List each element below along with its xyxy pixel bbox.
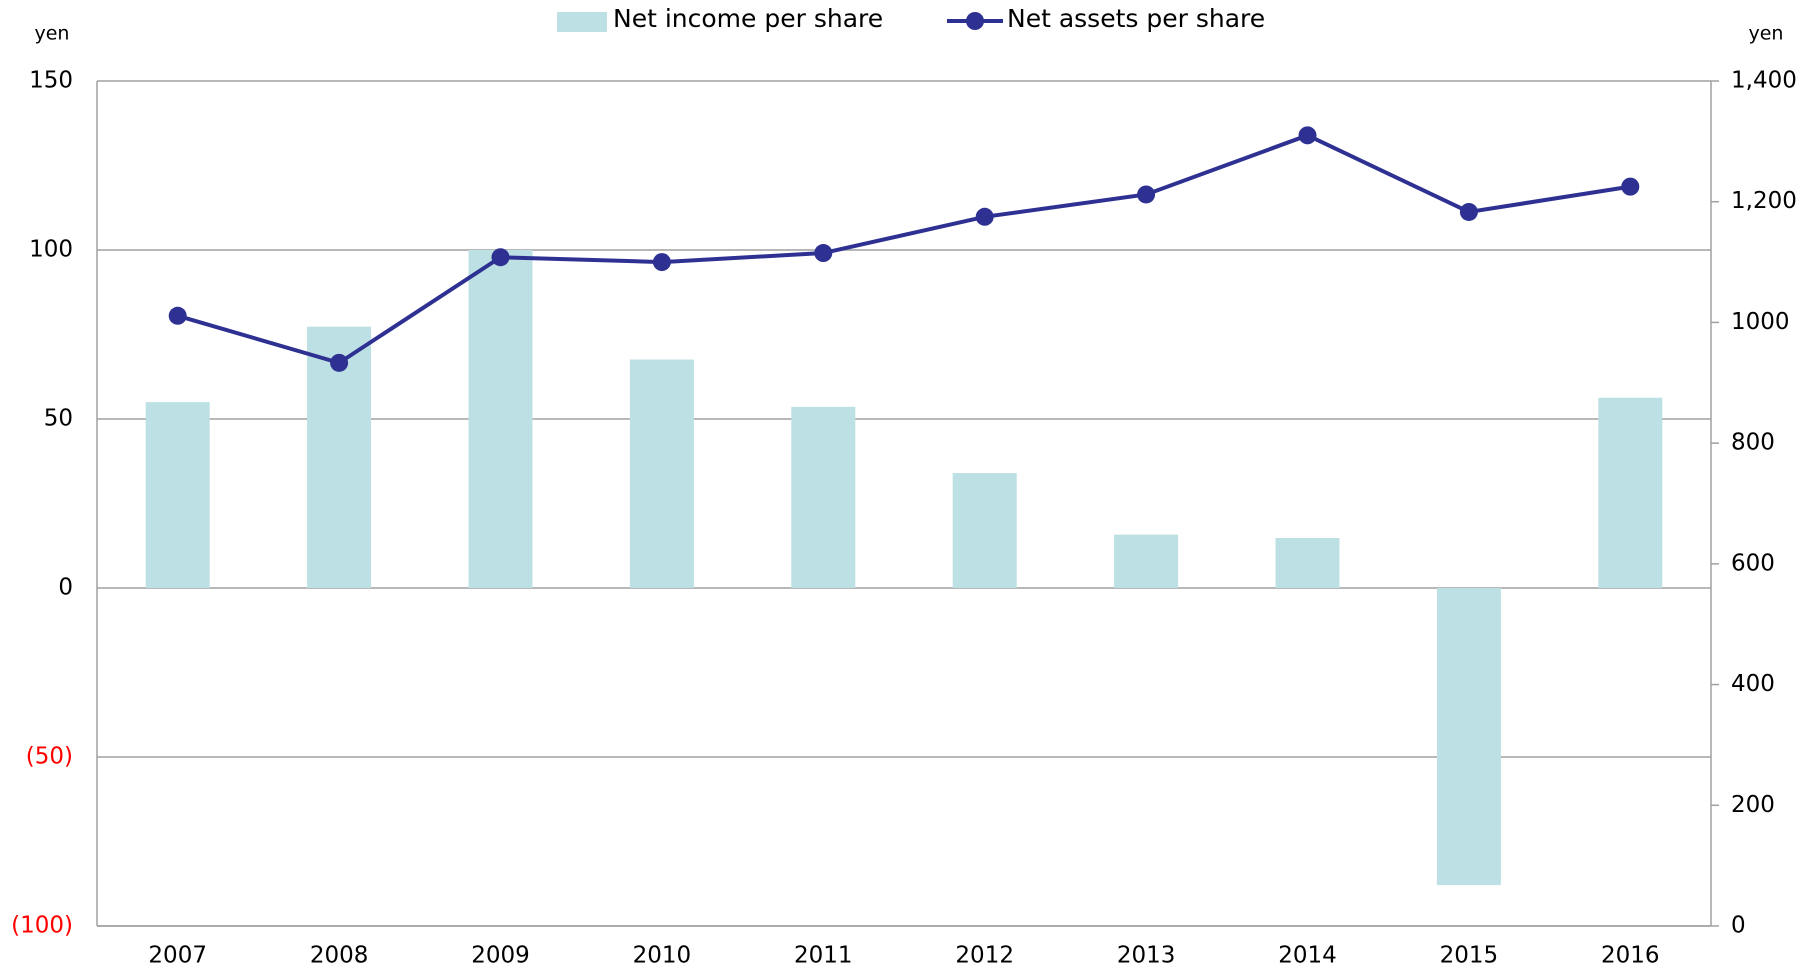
line-marker: [1621, 177, 1640, 196]
x-tick-label: 2013: [1117, 943, 1176, 969]
y2-tick-label: 0: [1731, 913, 1746, 939]
y2-tick-label: 600: [1731, 550, 1775, 576]
bar: [468, 250, 533, 588]
x-tick-label: 2012: [955, 943, 1014, 969]
bar: [629, 359, 694, 588]
y-tick-label: 150: [29, 68, 73, 94]
bar: [145, 402, 210, 588]
y-tick-label: 0: [58, 575, 73, 601]
bar: [1598, 397, 1663, 588]
line-marker: [1137, 185, 1156, 204]
y2-tick-label: 200: [1731, 792, 1775, 818]
legend-label: Net income per share: [613, 4, 883, 33]
y2-tick-label: 1,200: [1731, 188, 1797, 214]
y2-tick-label: 800: [1731, 430, 1775, 456]
x-tick-label: 2009: [471, 943, 530, 969]
y-tick-label: 50: [44, 406, 73, 432]
y2-tick-label: 1000: [1731, 309, 1790, 335]
line-marker: [1459, 202, 1478, 221]
y2-axis-label: yen: [1749, 23, 1784, 45]
y-tick-label: (50): [26, 744, 73, 770]
bar: [1275, 537, 1340, 588]
legend-swatch: [557, 12, 607, 32]
line-marker: [652, 253, 671, 272]
bar: [1114, 534, 1179, 588]
bar: [952, 473, 1017, 588]
x-tick-label: 2016: [1601, 943, 1660, 969]
x-tick-label: 2010: [633, 943, 692, 969]
line: [177, 133, 1631, 366]
y-axis-label: yen: [35, 23, 70, 45]
x-tick-label: 2008: [310, 943, 369, 969]
y-tick-label: (100): [11, 913, 73, 939]
legend-swatch: [966, 12, 984, 30]
y2-tick-label: 1,400: [1731, 68, 1797, 94]
x-tick-label: 2007: [148, 943, 207, 969]
y-tick-label: 100: [29, 237, 73, 263]
line-marker: [491, 248, 510, 267]
x-tick-label: 2015: [1440, 943, 1499, 969]
x-tick-label: 2014: [1278, 943, 1337, 969]
y2-tick-label: 400: [1731, 671, 1775, 697]
line-marker: [330, 353, 349, 372]
line-marker: [814, 244, 833, 263]
legend-label: Net assets per share: [1007, 4, 1265, 33]
line-marker: [975, 207, 994, 226]
x-tick-label: 2011: [794, 943, 853, 969]
line-marker: [168, 306, 187, 325]
bar: [1436, 588, 1501, 886]
line-marker: [1298, 126, 1317, 145]
bar: [791, 406, 856, 588]
